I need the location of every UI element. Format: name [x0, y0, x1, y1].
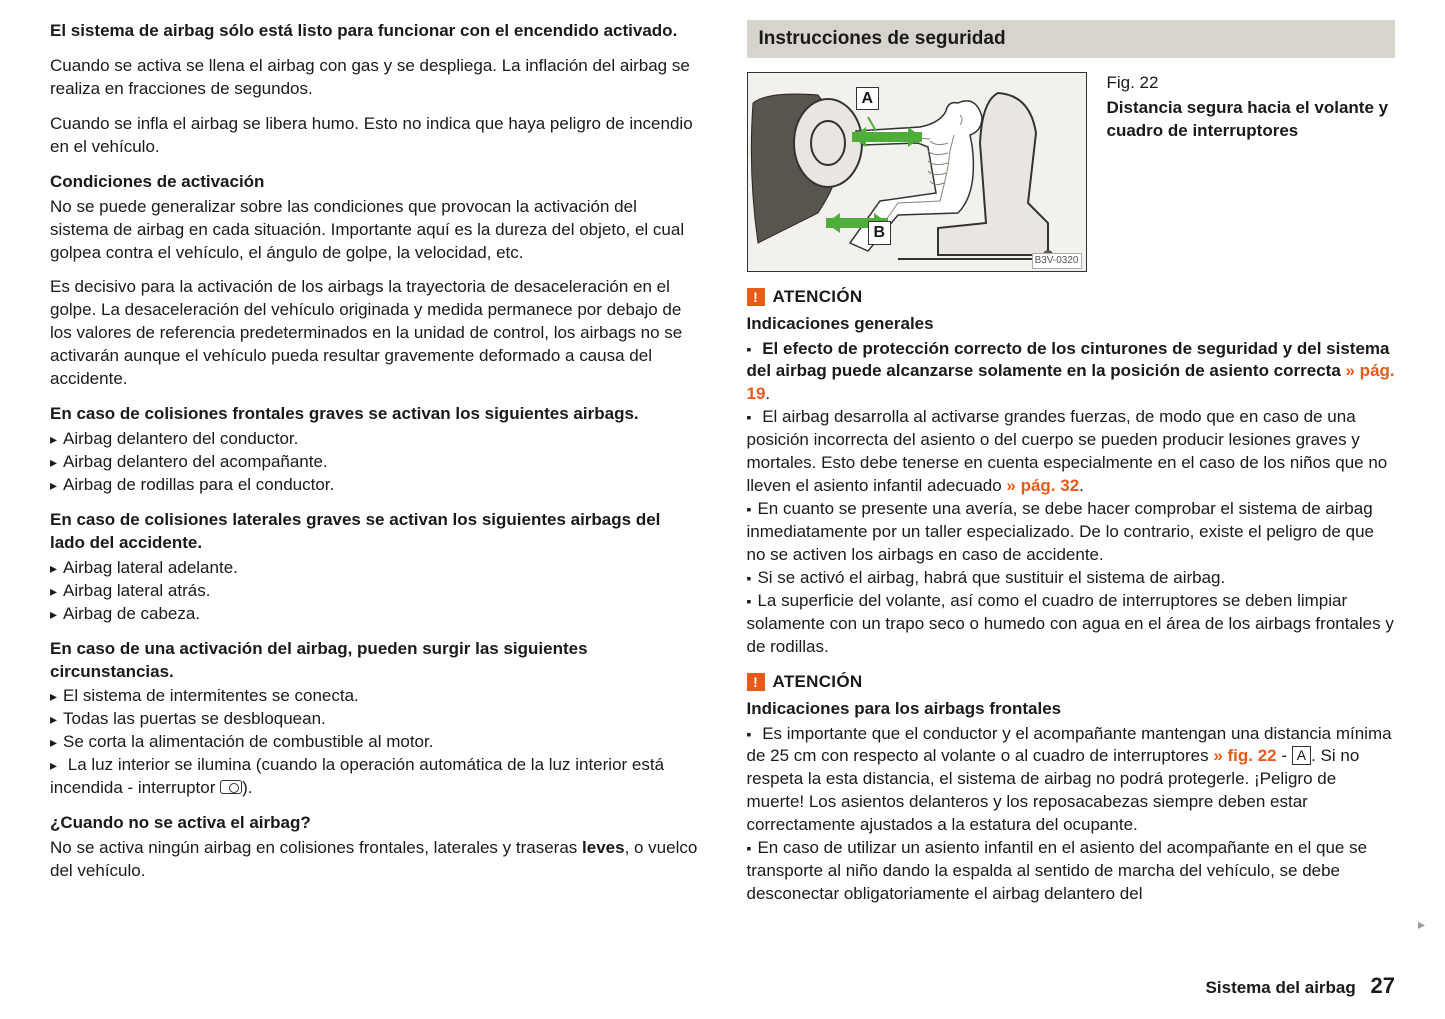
list-item: El sistema de intermitentes se conecta.	[50, 685, 699, 708]
h-indicaciones-frontales: Indicaciones para los airbags frontales	[747, 698, 1396, 721]
list-item: En caso de utilizar un asiento infantil …	[747, 837, 1396, 906]
figure-row: A B B3V-0320 Fig. 22 Distancia segura ha…	[747, 72, 1396, 272]
f1-dash: -	[1277, 746, 1292, 765]
list-item: El efecto de protección correcto de los …	[747, 338, 1396, 407]
warning-icon: !	[747, 673, 765, 691]
link-pag32[interactable]: » pág. 32	[1002, 476, 1079, 495]
list-item: Airbag lateral adelante.	[50, 557, 699, 580]
list-item: Se corta la alimentación de combustible …	[50, 731, 699, 754]
list-item: La luz interior se ilumina (cuando la op…	[50, 754, 699, 800]
g1-text: El efecto de protección correcto de los …	[747, 339, 1390, 381]
list-item: Si se activó el airbag, habrá que sustit…	[747, 567, 1396, 590]
h-no-activate: ¿Cuando no se activa el airbag?	[50, 812, 699, 835]
switch-icon	[220, 780, 242, 794]
figure-svg	[748, 73, 1088, 273]
list-frontal: Airbag delantero del conductor. Airbag d…	[50, 428, 699, 497]
period: .	[1079, 476, 1084, 495]
h-frontal: En caso de colisiones frontales graves s…	[50, 403, 699, 426]
link-fig22[interactable]: » fig. 22	[1213, 746, 1276, 765]
para-smoke: Cuando se infla el airbag se libera humo…	[50, 113, 699, 159]
warning-label: ATENCIÓN	[773, 286, 863, 309]
h-indicaciones-generales: Indicaciones generales	[747, 313, 1396, 336]
warning-icon: !	[747, 288, 765, 306]
right-column: Instrucciones de seguridad	[747, 20, 1396, 906]
figure-22-image: A B B3V-0320	[747, 72, 1087, 272]
list-item: Airbag de cabeza.	[50, 603, 699, 626]
intro-bold: El sistema de airbag sólo está listo par…	[50, 20, 699, 43]
list-item: Es importante que el conductor y el acom…	[747, 723, 1396, 838]
figure-label-a: A	[856, 87, 880, 111]
left-column: El sistema de airbag sólo está listo par…	[50, 20, 699, 906]
figure-code: B3V-0320	[1032, 253, 1082, 269]
list-item: Airbag lateral atrás.	[50, 580, 699, 603]
period: .	[765, 384, 770, 403]
circ-last-text-a: La luz interior se ilumina (cuando la op…	[50, 755, 664, 797]
warning-header-2: ! ATENCIÓN	[747, 671, 1396, 694]
h-conditions: Condiciones de activación	[50, 171, 699, 194]
box-a: A	[1292, 746, 1311, 765]
list-general: El efecto de protección correcto de los …	[747, 338, 1396, 659]
list-item: Airbag delantero del acompañante.	[50, 451, 699, 474]
figure-caption: Fig. 22 Distancia segura hacia el volant…	[1107, 72, 1396, 143]
list-item: Todas las puertas se desbloquean.	[50, 708, 699, 731]
warning-label: ATENCIÓN	[773, 671, 863, 694]
noact-a: No se activa ningún airbag en colisiones…	[50, 838, 582, 857]
list-item: Airbag de rodillas para el conductor.	[50, 474, 699, 497]
figure-number: Fig. 22	[1107, 72, 1396, 95]
para-inflation: Cuando se activa se llena el airbag con …	[50, 55, 699, 101]
list-item: La superficie del volante, así como el c…	[747, 590, 1396, 659]
list-lateral: Airbag lateral adelante. Airbag lateral …	[50, 557, 699, 626]
footer-section: Sistema del airbag	[1206, 978, 1356, 997]
para-cond1: No se puede generalizar sobre las condic…	[50, 196, 699, 265]
list-frontales: Es importante que el conductor y el acom…	[747, 723, 1396, 907]
list-circumstances: El sistema de intermitentes se conecta. …	[50, 685, 699, 800]
list-item: Airbag delantero del conductor.	[50, 428, 699, 451]
figure-title: Distancia segura hacia el volante y cuad…	[1107, 97, 1396, 143]
continue-arrow-icon: ▸	[1418, 915, 1425, 934]
para-cond2: Es decisivo para la activación de los ai…	[50, 276, 699, 391]
para-no-activate: No se activa ningún airbag en colisiones…	[50, 837, 699, 883]
page-footer: Sistema del airbag 27	[1206, 971, 1395, 1001]
list-item: En cuanto se presente una avería, se deb…	[747, 498, 1396, 567]
circ-last-text-b: ).	[242, 778, 252, 797]
list-item: El airbag desarrolla al activarse grande…	[747, 406, 1396, 498]
footer-page-number: 27	[1371, 973, 1395, 998]
figure-label-b: B	[868, 221, 892, 245]
heading-bar: Instrucciones de seguridad	[747, 20, 1396, 58]
h-circumstances: En caso de una activación del airbag, pu…	[50, 638, 699, 684]
noact-b: leves	[582, 838, 625, 857]
warning-header-1: ! ATENCIÓN	[747, 286, 1396, 309]
h-lateral: En caso de colisiones laterales graves s…	[50, 509, 699, 555]
